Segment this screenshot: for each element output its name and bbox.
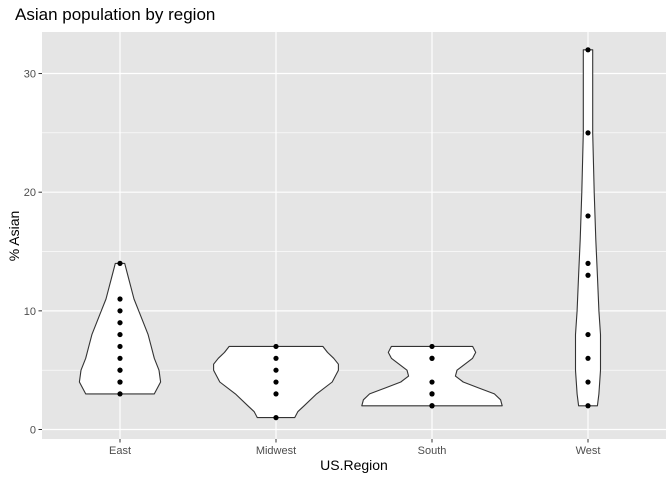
data-point-west <box>585 272 591 278</box>
y-tick-label: 0 <box>30 425 36 437</box>
x-tick-label-east: East <box>109 445 131 457</box>
y-tick-label: 10 <box>24 306 36 318</box>
data-point-midwest <box>273 391 279 397</box>
y-tick-label: 30 <box>24 69 36 81</box>
data-point-east <box>117 308 123 314</box>
data-point-east <box>117 355 123 361</box>
data-point-south <box>429 355 435 361</box>
data-point-east <box>117 379 123 385</box>
x-tick-label-midwest: Midwest <box>256 445 296 457</box>
data-point-east <box>117 343 123 350</box>
data-point-west <box>585 331 591 338</box>
data-point-midwest <box>273 379 279 385</box>
y-axis-title: % Asian <box>6 211 22 262</box>
data-point-west <box>585 47 591 53</box>
data-point-south <box>429 343 435 350</box>
data-point-east <box>117 367 123 373</box>
x-tick-label-south: South <box>418 445 447 457</box>
data-point-east <box>117 260 123 266</box>
data-point-west <box>585 213 591 219</box>
data-point-east <box>117 331 123 338</box>
data-point-midwest <box>273 367 279 373</box>
chart-title: Asian population by region <box>15 5 215 24</box>
y-tick-label: 20 <box>24 187 36 199</box>
y-axis: 0 10 20 30 <box>24 69 42 437</box>
data-point-east <box>117 296 123 302</box>
x-tick-label-west: West <box>576 445 601 457</box>
data-point-midwest <box>273 415 279 421</box>
data-point-east <box>117 391 123 397</box>
data-point-west <box>585 260 591 266</box>
data-point-south <box>429 391 435 397</box>
x-axis: East Midwest South West <box>109 439 600 457</box>
data-point-south <box>429 403 435 409</box>
x-axis-title: US.Region <box>320 457 388 473</box>
violin-west <box>574 49 602 407</box>
data-point-midwest <box>273 355 279 361</box>
data-point-south <box>429 379 435 385</box>
data-point-midwest <box>273 343 279 350</box>
data-point-west <box>585 355 591 361</box>
data-point-west <box>585 130 591 136</box>
violin-south <box>361 345 503 407</box>
violin-east <box>78 262 162 395</box>
data-point-west <box>585 379 591 385</box>
data-point-west <box>585 403 591 409</box>
data-points <box>117 47 591 421</box>
data-point-east <box>117 320 123 326</box>
